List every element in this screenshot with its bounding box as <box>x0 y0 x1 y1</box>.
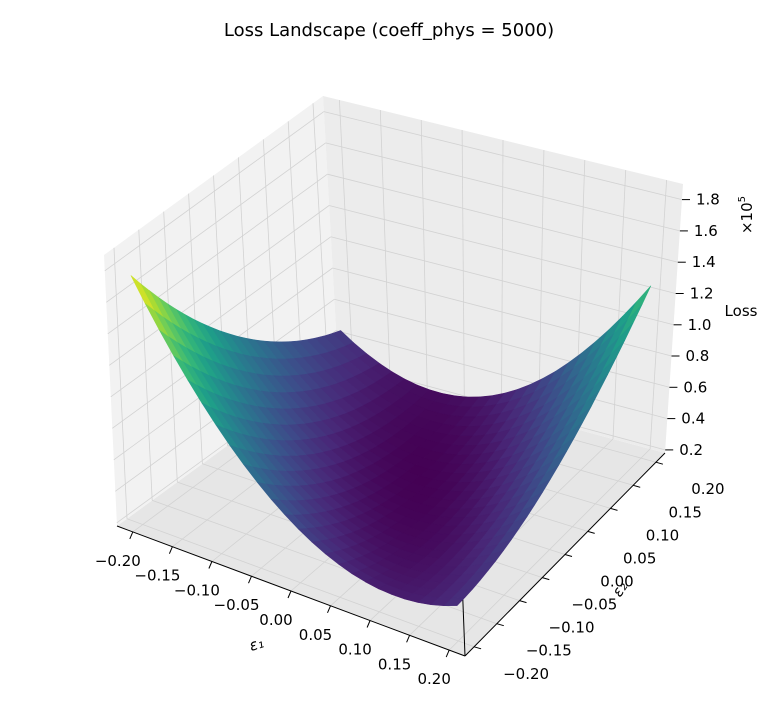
gridline <box>312 103 329 373</box>
y-tick-label: −0.15 <box>526 642 572 660</box>
z-tick-label: 0.8 <box>686 347 710 365</box>
x-tick-label: −0.05 <box>214 596 260 614</box>
gridline <box>334 298 670 388</box>
gridline <box>104 111 325 272</box>
x-tick-label: −0.15 <box>134 567 180 585</box>
y-tick-mark <box>587 530 595 534</box>
gridline <box>106 142 326 303</box>
z-tick-label: 0.4 <box>681 410 705 428</box>
y-tick-mark <box>496 623 504 627</box>
z-tick-label: 1.4 <box>692 253 716 271</box>
gridline <box>379 109 391 380</box>
x-axis-title: ε₁ <box>247 634 266 655</box>
x-tick-mark <box>168 546 173 554</box>
gridline <box>109 205 330 366</box>
x-tick-label: 0.05 <box>299 626 332 644</box>
y-tick-mark <box>564 554 573 557</box>
x-tick-mark <box>287 590 292 599</box>
x-tick-label: 0.00 <box>259 611 292 629</box>
x-tick-mark <box>208 561 213 569</box>
y-tick-label: 0.20 <box>691 480 724 498</box>
gridline <box>113 247 128 519</box>
gridline <box>325 142 680 232</box>
surface-facet <box>443 597 466 607</box>
y-tick-mark <box>610 507 618 511</box>
z-tick-label: 1.8 <box>696 191 720 209</box>
gridline <box>501 139 504 410</box>
x-tick-mark <box>406 635 411 643</box>
x-tick-label: −0.20 <box>95 552 141 570</box>
gridline <box>330 236 674 326</box>
z-axis-title: Loss <box>725 302 758 320</box>
svg-text:×105: ×105 <box>737 196 756 234</box>
y-tick-label: −0.05 <box>571 596 617 614</box>
gridline <box>538 149 545 420</box>
x-tick-label: 0.15 <box>378 655 411 673</box>
y-tick-mark <box>473 646 482 650</box>
x-tick-mark <box>248 576 252 584</box>
z-tick-label: 1.6 <box>694 222 718 240</box>
gridline <box>649 179 667 450</box>
x-tick-mark <box>327 605 331 613</box>
loss-surface <box>130 275 652 607</box>
gridline <box>327 173 678 263</box>
y-tick-mark <box>633 484 641 488</box>
x-tick-label: 0.10 <box>338 641 371 659</box>
gridline <box>110 236 332 398</box>
chart-title: Loss Landscape (coeff_phys = 5000) <box>224 20 554 41</box>
y-tick-label: 0.00 <box>600 573 633 591</box>
gridline <box>612 169 627 440</box>
y-tick-label: −0.10 <box>549 619 595 637</box>
tick-labels: −0.20−0.15−0.10−0.050.000.050.100.150.20… <box>95 191 725 688</box>
z-axis-multiplier: ×105 <box>737 196 756 234</box>
z-multiplier-base: ×10 <box>738 202 756 234</box>
y-tick-mark <box>655 461 664 465</box>
gridline <box>420 119 428 390</box>
z-multiplier-exponent: 5 <box>737 196 748 202</box>
y-tick-mark <box>542 577 550 581</box>
tick-marks <box>129 199 690 658</box>
gridline <box>323 111 683 200</box>
z-tick-label: 1.0 <box>688 316 712 334</box>
x-tick-mark <box>445 649 450 658</box>
z-tick-label: 1.2 <box>690 285 714 303</box>
x-tick-label: −0.10 <box>174 582 220 600</box>
z-tick-label: 0.2 <box>679 441 703 459</box>
gridline <box>335 330 668 419</box>
y-tick-mark <box>519 600 527 604</box>
x-tick-mark <box>129 531 134 540</box>
gridline <box>339 99 354 370</box>
y-tick-label: 0.05 <box>623 549 656 567</box>
gridline <box>329 205 676 294</box>
gridline <box>461 129 465 400</box>
y-tick-label: 0.10 <box>646 526 679 544</box>
gridline <box>126 518 475 648</box>
y-tick-label: 0.15 <box>668 503 701 521</box>
x-tick-mark <box>366 620 371 628</box>
z-tick-label: 0.6 <box>683 378 707 396</box>
gridline <box>138 229 153 501</box>
left-pane <box>104 96 338 526</box>
gridline <box>107 173 328 335</box>
x-tick-label: 0.20 <box>417 670 450 688</box>
y-tick-label: −0.20 <box>503 665 549 683</box>
